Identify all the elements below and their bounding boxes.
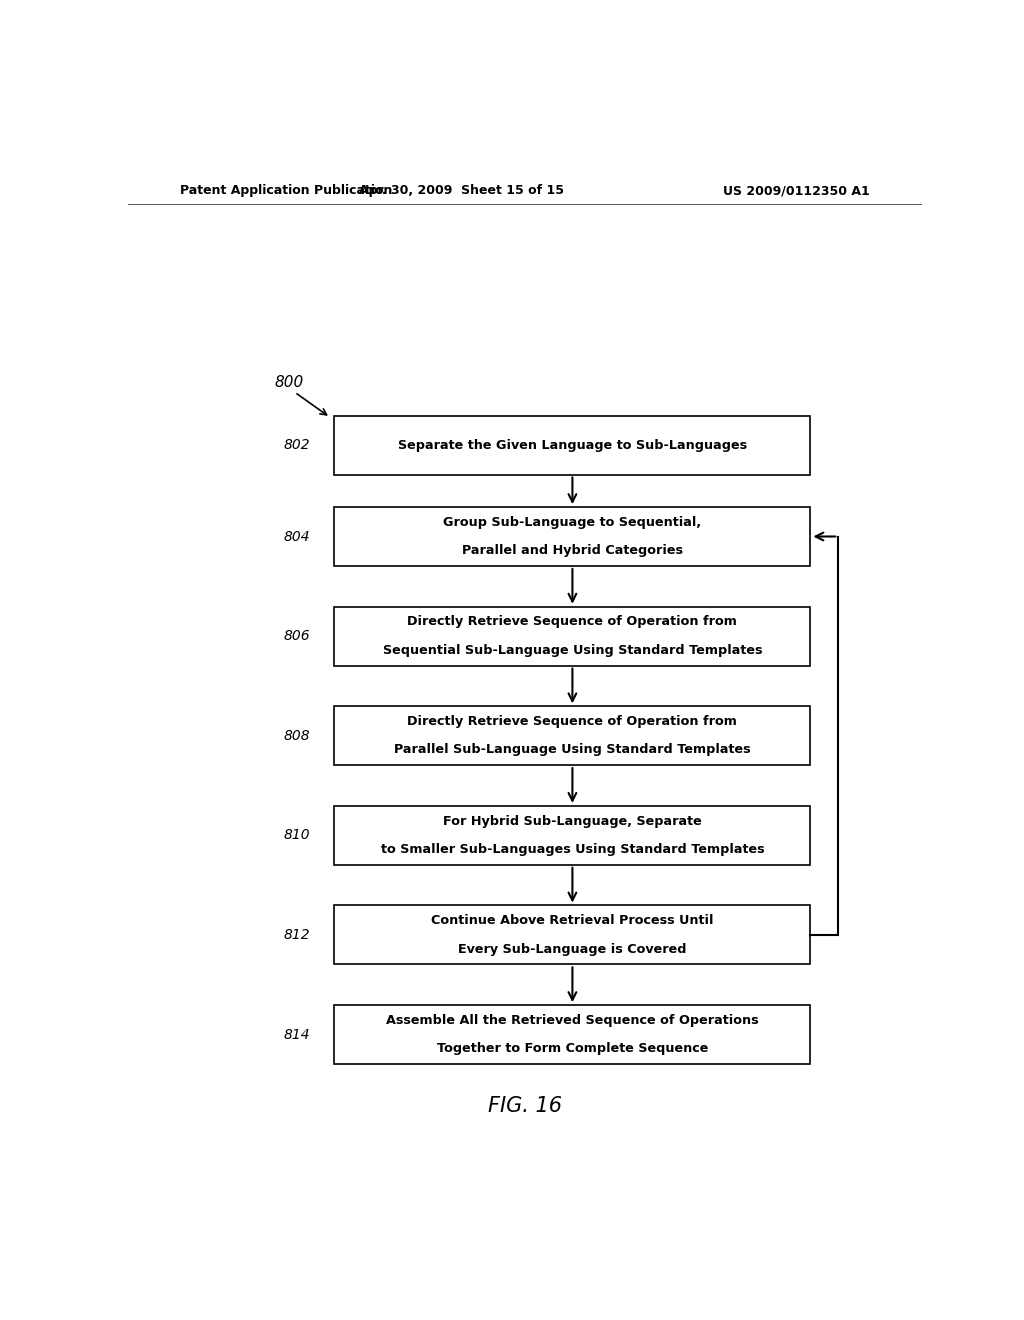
Text: Separate the Given Language to Sub-Languages: Separate the Given Language to Sub-Langu… [398,438,746,451]
FancyBboxPatch shape [335,906,811,965]
FancyBboxPatch shape [335,1005,811,1064]
Text: to Smaller Sub-Languages Using Standard Templates: to Smaller Sub-Languages Using Standard … [381,843,764,857]
FancyBboxPatch shape [335,507,811,566]
Text: Continue Above Retrieval Process Until: Continue Above Retrieval Process Until [431,915,714,927]
Text: 804: 804 [284,529,310,544]
Text: FIG. 16: FIG. 16 [487,1096,562,1115]
Text: 802: 802 [284,438,310,451]
Text: 810: 810 [284,829,310,842]
Text: Directly Retrieve Sequence of Operation from: Directly Retrieve Sequence of Operation … [408,615,737,628]
Text: Sequential Sub-Language Using Standard Templates: Sequential Sub-Language Using Standard T… [383,644,762,657]
Text: Assemble All the Retrieved Sequence of Operations: Assemble All the Retrieved Sequence of O… [386,1014,759,1027]
Text: Every Sub-Language is Covered: Every Sub-Language is Covered [458,942,687,956]
Text: Group Sub-Language to Sequential,: Group Sub-Language to Sequential, [443,516,701,529]
Text: Apr. 30, 2009  Sheet 15 of 15: Apr. 30, 2009 Sheet 15 of 15 [358,185,564,198]
Text: 814: 814 [284,1027,310,1041]
Text: Parallel and Hybrid Categories: Parallel and Hybrid Categories [462,544,683,557]
Text: Directly Retrieve Sequence of Operation from: Directly Retrieve Sequence of Operation … [408,715,737,729]
Text: Patent Application Publication: Patent Application Publication [179,185,392,198]
FancyBboxPatch shape [335,607,811,665]
FancyBboxPatch shape [335,805,811,865]
Text: US 2009/0112350 A1: US 2009/0112350 A1 [723,185,870,198]
Text: For Hybrid Sub-Language, Separate: For Hybrid Sub-Language, Separate [443,814,701,828]
FancyBboxPatch shape [335,706,811,766]
Text: 812: 812 [284,928,310,942]
Text: 808: 808 [284,729,310,743]
Text: 800: 800 [274,375,304,389]
Text: Parallel Sub-Language Using Standard Templates: Parallel Sub-Language Using Standard Tem… [394,743,751,756]
FancyBboxPatch shape [335,416,811,474]
Text: 806: 806 [284,630,310,643]
Text: Together to Form Complete Sequence: Together to Form Complete Sequence [436,1043,709,1055]
